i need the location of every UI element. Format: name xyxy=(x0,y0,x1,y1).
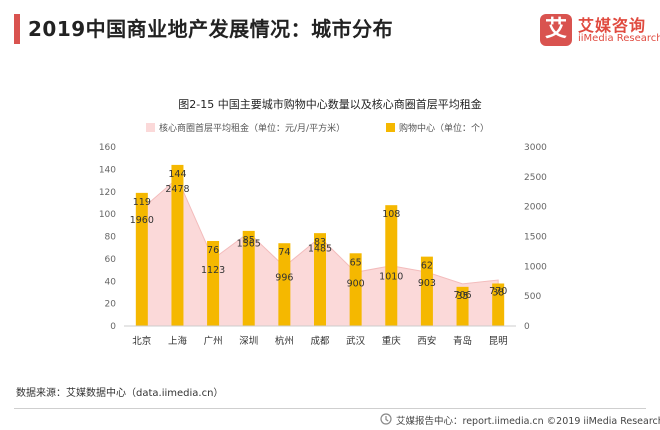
rent-value-label: 1123 xyxy=(201,265,225,276)
mall-value-label: 76 xyxy=(207,245,219,256)
x-category-label: 昆明 xyxy=(489,336,508,347)
report-center-icon xyxy=(380,413,392,425)
y-right-tick-label: 1000 xyxy=(524,262,547,272)
x-category-label: 上海 xyxy=(168,335,188,347)
mall-value-label: 38 xyxy=(492,287,504,298)
mall-bar-series xyxy=(135,164,505,326)
y-left-tick-label: 40 xyxy=(105,277,117,287)
mall-bar xyxy=(456,286,469,326)
footer-text: 艾媒报告中心：report.iimedia.cn ©2019 iiMedia R… xyxy=(396,416,660,427)
mall-bar xyxy=(492,283,505,326)
iimedia-logo: 艾 艾媒咨询 iiMedia Research xyxy=(540,12,660,52)
rent-value-label: 1960 xyxy=(130,215,154,226)
x-category-label: 广州 xyxy=(204,335,223,347)
mall-bar xyxy=(171,164,184,326)
rent-value-label: 1485 xyxy=(308,243,332,254)
y-left-tick-label: 0 xyxy=(110,322,116,332)
legend-mall-swatch xyxy=(386,123,395,132)
y-right-tick-label: 2500 xyxy=(524,173,547,183)
rent-value-label: 1565 xyxy=(237,239,261,250)
data-labels: 119 144 76 85 74 83 65 108 62 35 38 1960 2478 1123 156… xyxy=(130,169,508,302)
title-accent-bar xyxy=(14,14,20,44)
logo-name-en: iiMedia Research xyxy=(578,33,660,44)
x-category-label: 成都 xyxy=(310,335,330,347)
x-category-label: 西安 xyxy=(417,335,436,347)
mall-bar xyxy=(278,243,291,326)
mall-value-label: 108 xyxy=(382,209,400,220)
rent-value-label: 706 xyxy=(453,290,471,301)
mall-bar xyxy=(420,256,433,326)
y-right-tick-label: 500 xyxy=(524,292,541,302)
mall-value-label: 62 xyxy=(421,261,433,272)
mall-bar xyxy=(242,230,255,326)
logo-mark-icon: 艾 xyxy=(540,14,572,46)
y-right-tick-label: 3000 xyxy=(524,143,547,153)
x-category-label: 深圳 xyxy=(239,336,258,347)
mall-bar xyxy=(207,240,220,326)
legend-rent-swatch xyxy=(146,123,155,132)
data-source: 数据来源：艾媒数据中心（data.iimedia.cn） xyxy=(16,388,224,399)
x-category-label: 武汉 xyxy=(346,335,366,347)
y-left-tick-label: 120 xyxy=(99,188,116,198)
footer-divider xyxy=(14,408,646,409)
mall-value-label: 83 xyxy=(314,237,326,248)
y-left-tick-label: 160 xyxy=(99,143,116,153)
mall-bar xyxy=(314,233,326,326)
axes: 0 20 40 60 80 100 120 140 160 0 500 1000 1500 2000 250… xyxy=(99,143,547,347)
mall-value-label: 65 xyxy=(350,257,362,268)
mall-value-label: 85 xyxy=(243,235,255,246)
y-left-tick-label: 100 xyxy=(99,210,116,220)
rent-value-label: 1010 xyxy=(379,272,403,283)
mall-bar xyxy=(385,205,398,326)
x-category-label: 北京 xyxy=(132,335,151,347)
chart-title: 图2-15 中国主要城市购物中心数量以及核心商圈首层平均租金 xyxy=(178,97,481,111)
rent-value-label: 770 xyxy=(489,286,507,297)
rent-value-label: 996 xyxy=(275,273,293,284)
x-category-label: 重庆 xyxy=(382,335,402,347)
y-left-tick-label: 60 xyxy=(105,255,117,265)
mall-bar xyxy=(349,253,362,326)
y-right-tick-label: 1500 xyxy=(524,233,547,243)
mall-bar xyxy=(135,192,148,326)
x-category-label: 杭州 xyxy=(275,335,294,347)
legend-rent-label: 核心商圈首层平均租金（单位：元/月/平方米） xyxy=(159,122,345,134)
rent-value-label: 2478 xyxy=(165,184,189,195)
logo-name-cn: 艾媒咨询 xyxy=(578,16,647,35)
y-right-tick-label: 0 xyxy=(524,322,530,332)
page-title: 2019中国商业地产发展情况：城市分布 xyxy=(28,17,394,41)
rent-value-label: 903 xyxy=(418,278,436,289)
mall-value-label: 74 xyxy=(278,247,290,258)
mall-value-label: 144 xyxy=(168,169,186,180)
y-left-tick-label: 140 xyxy=(99,165,116,175)
legend-mall-label: 购物中心（单位：个） xyxy=(399,122,489,134)
y-right-tick-label: 2000 xyxy=(524,203,547,213)
y-left-tick-label: 20 xyxy=(105,300,117,310)
x-category-label: 青岛 xyxy=(453,335,472,347)
mall-value-label: 35 xyxy=(456,291,468,302)
y-left-tick-label: 80 xyxy=(105,233,117,243)
legend: 核心商圈首层平均租金（单位：元/月/平方米） 购物中心（单位：个） xyxy=(146,122,489,134)
rent-value-label: 900 xyxy=(347,278,365,289)
mall-value-label: 119 xyxy=(133,197,151,208)
